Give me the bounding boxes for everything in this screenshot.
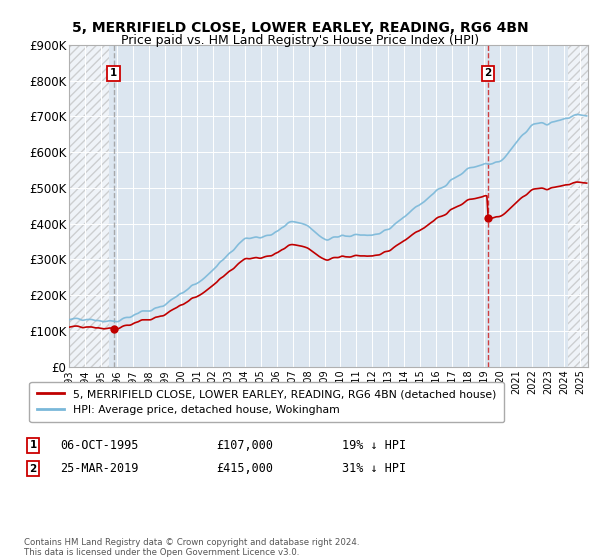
Text: £107,000: £107,000 [216, 438, 273, 452]
Text: 19% ↓ HPI: 19% ↓ HPI [342, 438, 406, 452]
Text: £415,000: £415,000 [216, 462, 273, 475]
Text: 06-OCT-1995: 06-OCT-1995 [60, 438, 139, 452]
Text: Contains HM Land Registry data © Crown copyright and database right 2024.
This d: Contains HM Land Registry data © Crown c… [24, 538, 359, 557]
Text: Price paid vs. HM Land Registry's House Price Index (HPI): Price paid vs. HM Land Registry's House … [121, 34, 479, 46]
Legend: 5, MERRIFIELD CLOSE, LOWER EARLEY, READING, RG6 4BN (detached house), HPI: Avera: 5, MERRIFIELD CLOSE, LOWER EARLEY, READI… [29, 381, 504, 422]
Text: 1: 1 [110, 68, 117, 78]
Text: 31% ↓ HPI: 31% ↓ HPI [342, 462, 406, 475]
Text: 5, MERRIFIELD CLOSE, LOWER EARLEY, READING, RG6 4BN: 5, MERRIFIELD CLOSE, LOWER EARLEY, READI… [71, 21, 529, 35]
Bar [568, 45, 588, 367]
Text: 2: 2 [29, 464, 37, 474]
Text: 1: 1 [29, 440, 37, 450]
Text: 2: 2 [484, 68, 491, 78]
Text: 25-MAR-2019: 25-MAR-2019 [60, 462, 139, 475]
Bar [69, 45, 109, 367]
